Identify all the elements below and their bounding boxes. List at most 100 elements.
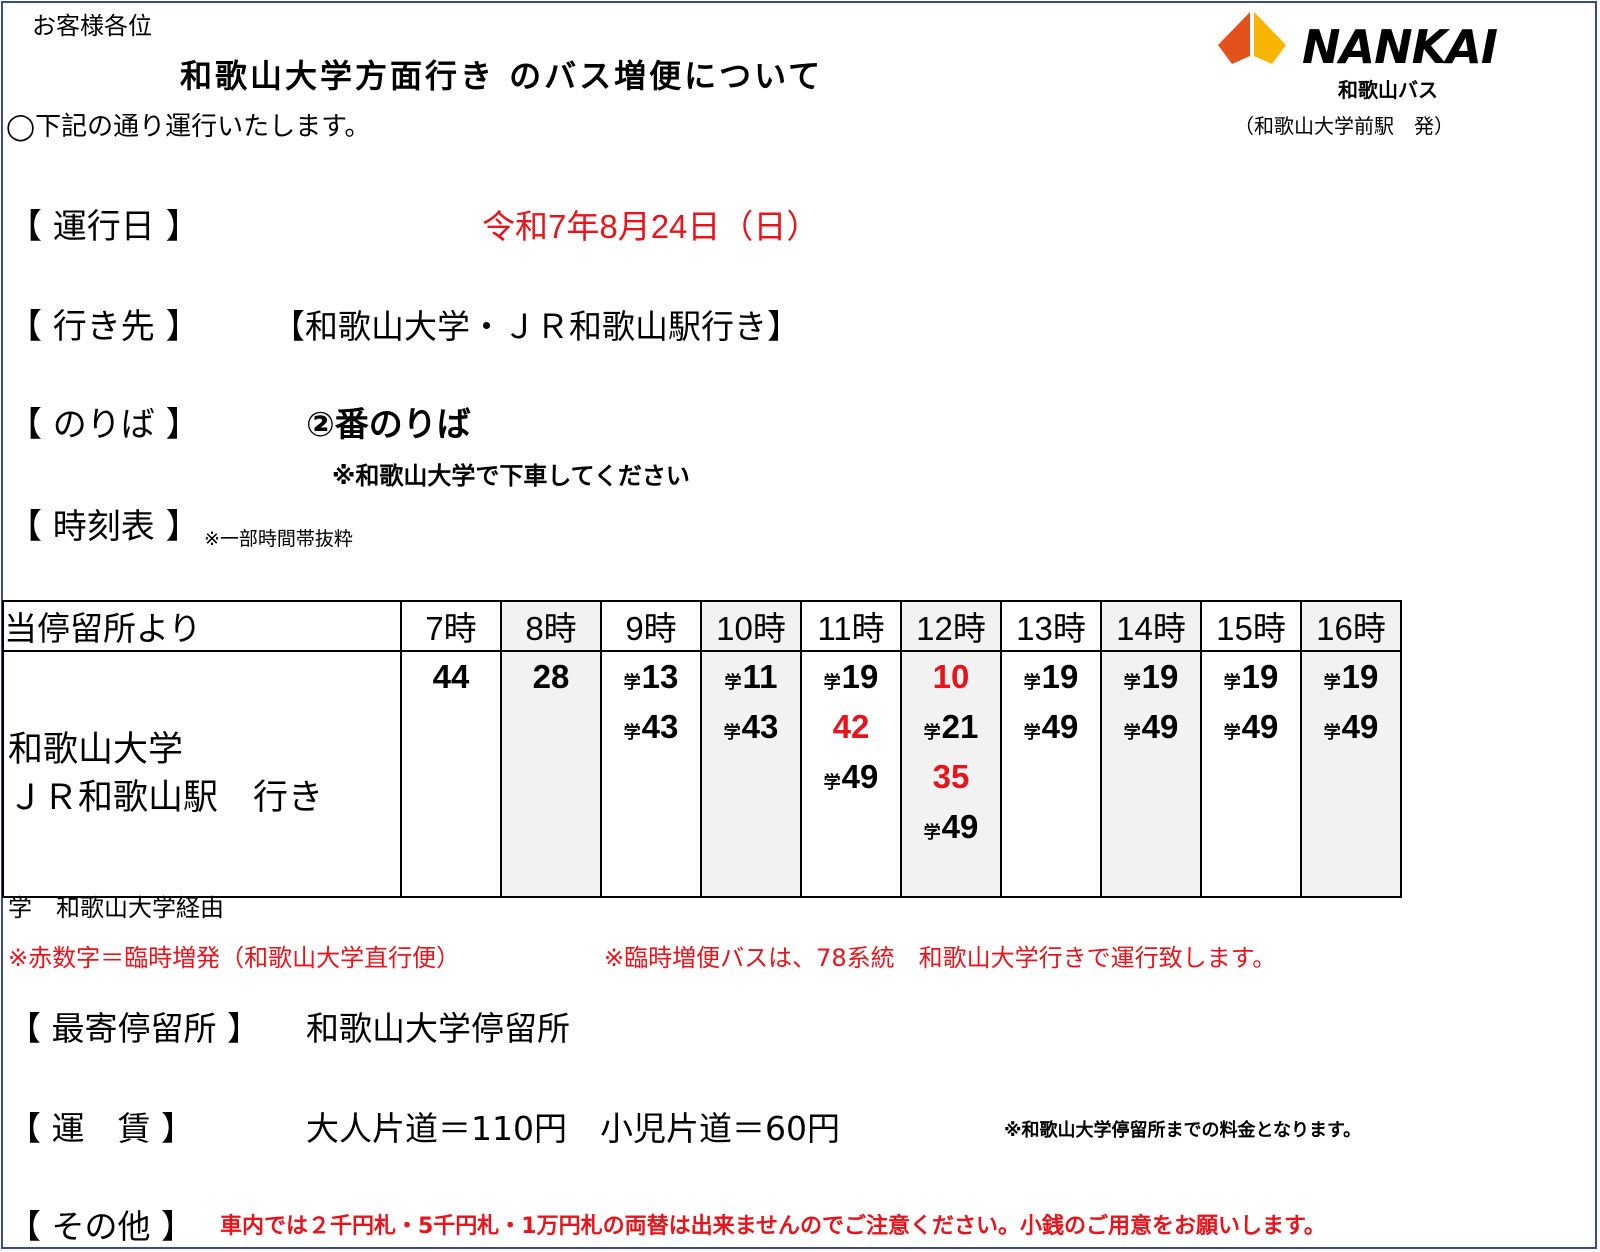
via-university-mark: 学 [1123,723,1141,742]
hour-cell: 学19 学49 [1200,650,1302,898]
departure: 学43 [602,710,700,760]
nearest-stop-value: 和歌山大学停留所 [306,1009,570,1048]
hour-cell: 10 学21 35 学49 [900,650,1002,898]
via-university-mark: 学 [1223,673,1241,692]
via-university-mark: 学 [923,823,941,842]
timetable: 当停留所より 7時 8時 9時 10時 11時 12時 13時 14時 15時 … [2,600,1402,898]
other-label: 【 その他 】 [8,1207,194,1246]
via-university-mark: 学 [923,723,941,742]
page-title: 和歌山大学方面行き のバス増便について [180,57,824,95]
platform-label: 【 のりば 】 [8,405,200,445]
hour-header: 16時 [1300,600,1402,652]
departure-minute: 49 [1341,708,1379,745]
timetable-header-label: 当停留所より [2,600,402,652]
departure: 学49 [802,760,900,810]
via-university-mark: 学 [1323,673,1341,692]
date-label: 【 運行日 】 [8,207,200,247]
departure: 学49 [1002,710,1100,760]
other-value: 車内では２千円札・5千円札・1万円札の両替は出来ませんのでご注意ください。小銭の… [220,1214,1326,1239]
departure: 学19 [1302,660,1400,710]
via-university-mark: 学 [623,723,641,742]
departure-minute: 13 [641,658,679,695]
departure-minute: 19 [1041,658,1079,695]
hour-cell: 28 [500,650,602,898]
departure: 学19 [1102,660,1200,710]
via-university-mark: 学 [823,773,841,792]
hour-cell: 学19 42 学49 [800,650,902,898]
via-university-mark: 学 [623,673,641,692]
hour-cell: 学19 学49 [1300,650,1402,898]
via-university-mark: 学 [1023,673,1041,692]
departure-minute: 10 [932,658,970,695]
origin-stop: （和歌山大学前駅 発） [1234,114,1454,138]
departure: 学43 [702,710,800,760]
hour-header: 10時 [700,600,802,652]
greeting: お客様各位 [32,12,152,40]
departure-minute: 49 [1141,708,1179,745]
via-university-mark: 学 [1323,723,1341,742]
timetable-destination: 和歌山大学 ＪＲ和歌山駅 行き [2,650,402,898]
legend-via: 学 和歌山大学経由 [8,894,224,922]
departure-minute: 49 [941,808,979,845]
via-university-mark: 学 [1023,723,1041,742]
hour-header: 12時 [900,600,1002,652]
hour-cell: 学19 学49 [1100,650,1202,898]
legend-red-note: ※赤数字＝臨時増発（和歌山大学直行便） [8,944,461,972]
hour-cell: 学11 学43 [700,650,802,898]
timetable-body-row: 和歌山大学 ＪＲ和歌山駅 行き 44 28 学13 学43 学11 学43 学19 4… [2,650,1402,898]
intro-text: ◯下記の通り運行いたします。 [6,112,371,142]
departure-minute: 21 [941,708,979,745]
via-university-mark: 学 [1123,673,1141,692]
departure-minute: 43 [741,708,779,745]
timetable-note: ※一部時間帯抜粋 [204,528,353,550]
nearest-stop-label: 【 最寄停留所 】 [8,1009,260,1048]
extra-departure: 35 [902,760,1000,810]
hour-cell: 学19 学49 [1000,650,1102,898]
departure: 44 [402,660,500,710]
fare-label: 【 運 賃 】 [8,1109,194,1148]
departure: 学49 [1102,710,1200,760]
logo-sub: 和歌山バス [1338,78,1438,102]
hour-header: 11時 [800,600,902,652]
destination-value: 【和歌山大学・ＪＲ和歌山駅行き】 [272,307,800,346]
departure: 学21 [902,710,1000,760]
departure-minute: 49 [841,758,879,795]
destination-label: 【 行き先 】 [8,307,200,347]
departure-minute: 19 [1141,658,1179,695]
departure-minute: 35 [932,758,970,795]
destination-line: ＪＲ和歌山駅 行き [8,778,324,818]
departure: 学19 [1002,660,1100,710]
departure-minute: 43 [641,708,679,745]
departure-minute: 19 [1241,658,1279,695]
hour-header: 9時 [600,600,702,652]
extra-departure: 10 [902,660,1000,710]
hour-header: 13時 [1000,600,1102,652]
departure: 学19 [1202,660,1300,710]
hour-header: 15時 [1200,600,1302,652]
nankai-logo-icon [1218,12,1286,64]
departure: 学49 [1202,710,1300,760]
via-university-mark: 学 [724,673,742,692]
departure-minute: 28 [532,658,570,695]
hour-cell: 学13 学43 [600,650,702,898]
date-value: 令和7年8月24日（日） [482,208,820,245]
departure: 28 [502,660,600,710]
hour-cell: 44 [400,650,502,898]
fare-value: 大人片道＝110円 小児片道＝60円 [306,1109,840,1148]
timetable-label: 【 時刻表 】 [8,507,200,547]
legend-extra-note: ※臨時増便バスは、78系統 和歌山大学行きで運行致します。 [604,944,1277,972]
extra-departure: 42 [802,710,900,760]
departure: 学13 [602,660,700,710]
departure-minute: 19 [841,658,879,695]
timetable-header-row: 当停留所より 7時 8時 9時 10時 11時 12時 13時 14時 15時 … [2,600,1402,652]
via-university-mark: 学 [1223,723,1241,742]
platform-value: ②番のりば [306,405,471,445]
hour-header: 8時 [500,600,602,652]
departure: 学49 [902,810,1000,860]
departure-minute: 11 [742,658,778,695]
hour-header: 14時 [1100,600,1202,652]
departure-minute: 49 [1041,708,1079,745]
via-university-mark: 学 [823,673,841,692]
platform-note: ※和歌山大学で下車してください [332,462,690,490]
